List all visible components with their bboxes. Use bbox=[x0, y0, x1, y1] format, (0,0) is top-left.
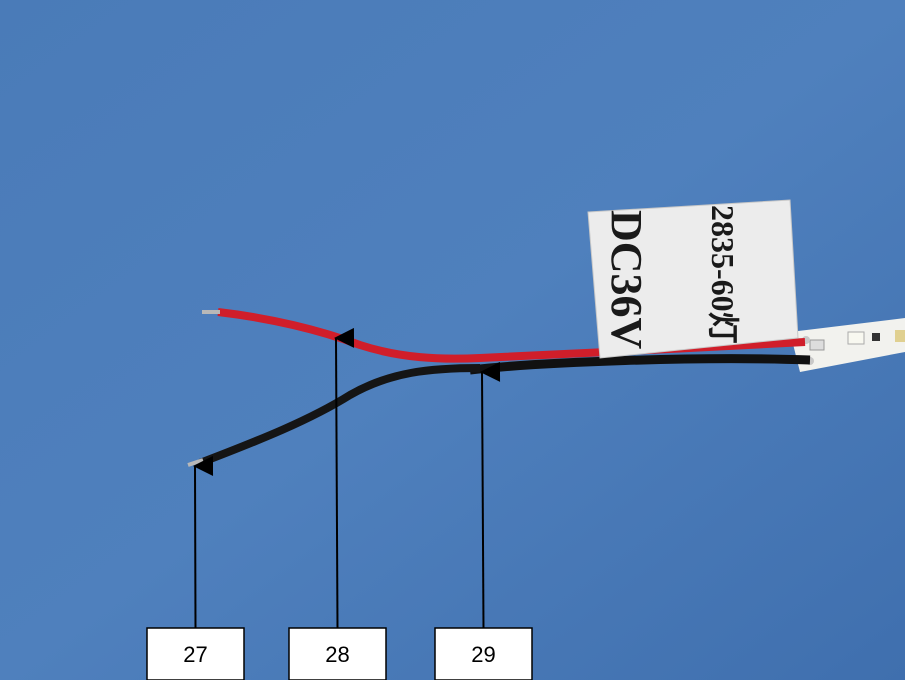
tag-text: 2835-60灯 bbox=[705, 205, 741, 344]
callout-box: 27 bbox=[147, 628, 244, 680]
callout-label: 28 bbox=[325, 642, 349, 667]
callout-label: 27 bbox=[183, 642, 207, 667]
annotated-photo: DC36V 2835-60灯 27 28 29 bbox=[0, 0, 905, 680]
leader-arrow bbox=[195, 466, 196, 628]
callout-box: 29 bbox=[435, 628, 532, 680]
tag-text: DC36V bbox=[602, 210, 651, 350]
callout-box: 28 bbox=[289, 628, 386, 680]
callout-label: 29 bbox=[471, 642, 495, 667]
page: DC36V 2835-60灯 272829 (() => { const dat… bbox=[0, 0, 905, 680]
wire-tag: DC36V 2835-60灯 bbox=[588, 200, 798, 358]
